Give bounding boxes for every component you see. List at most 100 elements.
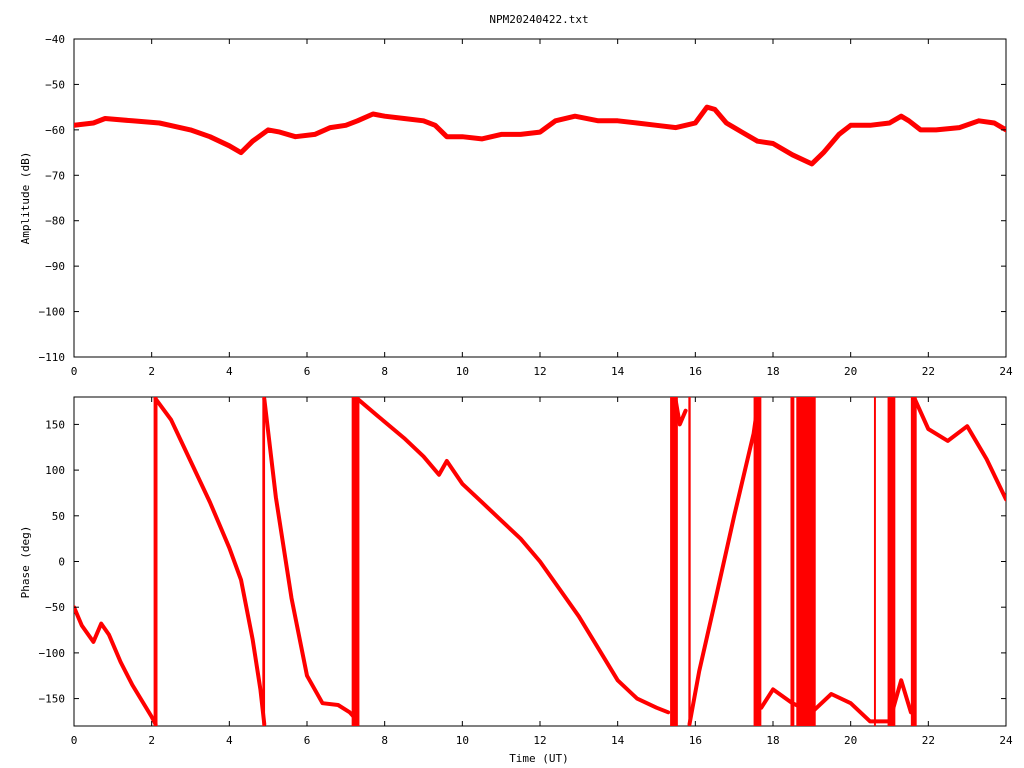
data-point — [771, 141, 775, 145]
data-point — [577, 614, 581, 618]
plot-area — [74, 104, 1006, 167]
data-point — [573, 114, 577, 118]
x-tick-label: 8 — [381, 365, 388, 378]
data-point — [849, 701, 853, 705]
data-point — [688, 722, 692, 726]
data-point — [810, 710, 814, 714]
data-point — [907, 119, 911, 123]
data-point — [328, 126, 332, 130]
data-point — [262, 397, 266, 401]
y-tick-label: −50 — [45, 78, 65, 91]
x-tick-label: 18 — [766, 734, 779, 747]
data-point — [913, 397, 917, 401]
data-point — [810, 162, 814, 166]
x-tick-label: 10 — [456, 734, 469, 747]
data-point — [239, 151, 243, 155]
data-point — [732, 514, 736, 518]
data-point — [154, 722, 158, 726]
data-point — [289, 596, 293, 600]
data-point — [445, 459, 449, 463]
data-point — [278, 130, 282, 134]
data-point — [499, 518, 503, 522]
y-tick-label: −100 — [39, 647, 66, 660]
amplitude-panel: Amplitude (dB) 0 2 4 6 8 10 12 14 16 18 20 22 24−110… — [19, 33, 1013, 378]
data-point — [755, 139, 759, 143]
data-point — [790, 701, 794, 705]
data-point — [678, 422, 682, 426]
data-point — [433, 123, 437, 127]
data-point — [375, 413, 379, 417]
data-point — [957, 126, 961, 130]
data-point — [538, 560, 542, 563]
data-point — [150, 715, 154, 719]
x-tick-label: 16 — [689, 734, 702, 747]
data-point — [336, 703, 340, 707]
data-point — [99, 622, 103, 626]
phase-wrap-band — [670, 397, 678, 726]
y-tick-label: 150 — [45, 418, 65, 431]
amplitude-ylabel: Amplitude (dB) — [19, 152, 32, 245]
data-point — [752, 432, 756, 436]
data-point — [759, 706, 763, 710]
data-point — [355, 397, 359, 401]
x-tick-label: 24 — [999, 734, 1013, 747]
data-point — [91, 121, 95, 125]
data-point — [239, 578, 243, 582]
data-point — [355, 119, 359, 123]
data-point — [189, 128, 192, 132]
data-point — [258, 687, 262, 691]
plot-frame — [73, 38, 1007, 358]
data-point — [519, 132, 523, 136]
data-point — [837, 132, 841, 136]
data-point — [655, 123, 658, 127]
x-tick-label: 22 — [922, 734, 935, 747]
data-point — [80, 623, 84, 627]
data-point — [985, 457, 989, 461]
data-point — [460, 482, 464, 486]
data-point — [977, 119, 981, 123]
x-tick-label: 2 — [148, 734, 155, 747]
series-line — [912, 397, 1006, 502]
data-point — [909, 710, 913, 714]
data-point — [266, 128, 270, 132]
data-point — [208, 500, 212, 504]
phase-wrap-band — [873, 397, 876, 726]
data-point — [693, 121, 697, 125]
x-tick-label: 24 — [999, 365, 1013, 378]
phase-wrap-band — [753, 397, 762, 726]
series-line — [687, 404, 760, 726]
data-point — [383, 114, 387, 118]
data-point — [697, 669, 701, 673]
data-point — [305, 674, 309, 678]
data-point — [227, 144, 231, 148]
x-tick-label: 0 — [71, 734, 78, 747]
data-point — [445, 135, 449, 139]
data-point — [480, 500, 484, 504]
data-point — [130, 119, 134, 123]
data-point — [666, 710, 670, 714]
y-tick-label: −90 — [45, 260, 65, 273]
x-tick-label: 14 — [611, 734, 625, 747]
x-tick-label: 6 — [304, 365, 311, 378]
y-tick-label: 50 — [52, 510, 65, 523]
data-point — [91, 640, 95, 644]
x-tick-label: 0 — [71, 365, 78, 378]
phase-ylabel: Phase (deg) — [19, 526, 32, 599]
phase-wrap-band — [790, 397, 795, 726]
data-point — [344, 123, 348, 127]
data-point — [755, 404, 759, 408]
x-tick-label: 20 — [844, 734, 857, 747]
y-tick-label: −100 — [39, 306, 66, 319]
phase-wrap-band — [887, 397, 896, 726]
x-tick-label: 4 — [226, 734, 233, 747]
data-point — [460, 135, 464, 139]
data-point — [596, 119, 600, 123]
data-point — [849, 123, 853, 127]
data-point — [616, 678, 620, 682]
data-point — [519, 537, 523, 541]
data-point — [262, 722, 266, 726]
data-point — [771, 687, 775, 691]
phase-panel: Phase (deg) Time (UT) 0 2 4 6 8 10 12 14 16 18 20 2… — [19, 396, 1013, 765]
phase-wrap-band — [153, 397, 158, 726]
phase-wrap-band — [910, 397, 917, 726]
